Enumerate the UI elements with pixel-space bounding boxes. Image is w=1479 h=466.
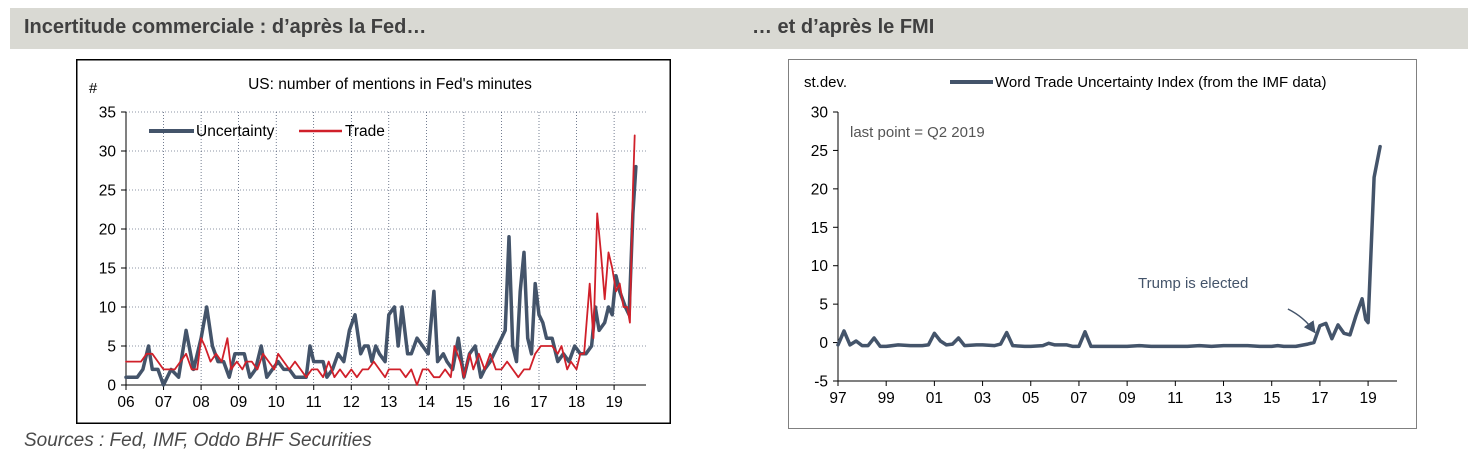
trump-elected-annotation: Trump is elected (1138, 275, 1248, 292)
x-tick-label: 05 (1022, 390, 1039, 407)
series-line-trade (125, 134, 636, 386)
y-tick-label: 20 (99, 222, 117, 239)
x-tick-label: 16 (493, 394, 510, 411)
legend-label-uncertainty: Uncertainty (196, 123, 275, 140)
x-tick-label: 08 (192, 394, 209, 411)
y-tick-label: 25 (811, 143, 828, 160)
chart-frame (788, 59, 1417, 429)
chart-title: US: number of mentions in Fed's minutes (248, 76, 532, 93)
sources-note: Sources : Fed, IMF, Oddo BHF Securities (24, 430, 372, 451)
x-tick-label: 99 (878, 390, 895, 407)
x-tick-label: 15 (1263, 390, 1280, 407)
legend: Uncertainty Trade (149, 123, 385, 140)
y-tick-label: 0 (107, 378, 116, 395)
y-axis-label: # (89, 80, 98, 97)
x-tick-label: 07 (1070, 390, 1087, 407)
x-tick-label: 10 (268, 394, 286, 411)
y-tick-label: 20 (811, 181, 829, 198)
y-tick-label: 15 (811, 220, 828, 237)
series-line-word-trade-uncertainty-index-from-the-imf-data (836, 144, 1382, 349)
y-tick-label: 30 (99, 144, 117, 161)
series-line-uncertainty (124, 164, 638, 387)
last-point-note: last point = Q2 2019 (850, 124, 985, 141)
y-tick-label: 5 (819, 297, 828, 314)
x-tick-label: 15 (455, 394, 472, 411)
y-tick-label: 10 (99, 300, 117, 317)
x-tick-label: 11 (306, 394, 322, 411)
x-tick-label: 12 (343, 394, 360, 411)
x-tick-label: 17 (530, 394, 547, 411)
right-panel-title: … et d’après le FMI (752, 16, 935, 38)
x-tick-label: 97 (829, 390, 846, 407)
x-tick-label: 06 (117, 394, 134, 411)
header-band (10, 8, 1468, 49)
grid (126, 111, 646, 386)
x-tick-label: 09 (1119, 390, 1136, 407)
y-tick-label: 5 (107, 339, 116, 356)
x-tick-label: 13 (380, 394, 397, 411)
x-tick-label: 13 (1215, 390, 1232, 407)
x-tick-label: 19 (1359, 390, 1376, 407)
y-tick-label: 35 (99, 105, 116, 122)
y-tick-label: 30 (811, 105, 829, 122)
y-tick-label: 15 (99, 261, 116, 278)
legend-label-wtui: Word Trade Uncertainty Index (from the I… (995, 74, 1327, 91)
y-tick-label: 10 (811, 258, 829, 275)
x-tick-label: 07 (155, 394, 172, 411)
annotation-arrow (1287, 308, 1316, 334)
x-tick-label: 19 (605, 394, 622, 411)
x-tick-label: 18 (568, 394, 585, 411)
y-tick-label: 0 (819, 335, 828, 352)
legend: Word Trade Uncertainty Index (from the I… (950, 74, 1327, 91)
x-tick-label: 03 (974, 390, 991, 407)
x-tick-label: 17 (1311, 390, 1328, 407)
legend-label-trade: Trade (345, 123, 385, 140)
x-tick-label: 11 (1167, 390, 1183, 407)
y-tick-label: 25 (99, 183, 116, 200)
left-panel-title: Incertitude commerciale : d’après la Fed… (24, 16, 427, 38)
y-tick-label: -5 (814, 374, 828, 391)
x-tick-label: 01 (926, 390, 943, 407)
x-tick-label: 14 (418, 394, 436, 411)
y-axis-label: st.dev. (804, 74, 847, 91)
fed-mentions-chart: 0 5 10 15 20 25 30 35 06 07 08 09 10 11 12 13 14 15 16 17 1… (76, 59, 671, 424)
x-tick-label: 09 (230, 394, 247, 411)
